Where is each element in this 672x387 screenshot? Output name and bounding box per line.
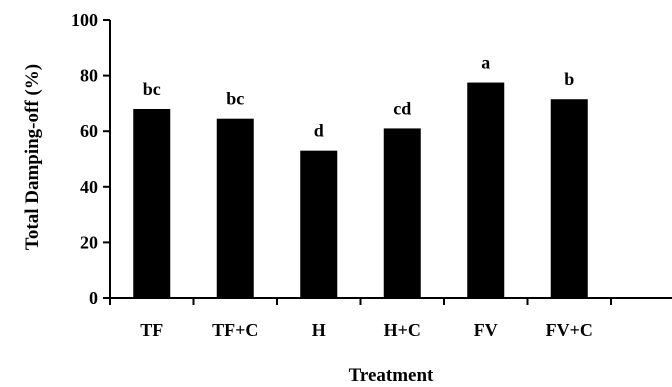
bar-h <box>300 150 338 298</box>
x-tick-label: TF <box>140 320 163 340</box>
bar-fv <box>467 82 505 298</box>
significance-letter: d <box>314 121 324 141</box>
x-tick-label: H+C <box>384 320 421 340</box>
bars <box>133 82 588 299</box>
y-tick-label: 60 <box>80 121 98 141</box>
bar-tf-plus-c <box>216 118 254 298</box>
x-tick-label: TF+C <box>212 320 258 340</box>
significance-letter: bc <box>143 79 161 99</box>
x-tick-label: FV <box>474 320 498 340</box>
x-tick-label: H <box>312 320 326 340</box>
bar-h-plus-c <box>383 128 421 298</box>
x-axis-label: Treatment <box>349 365 434 386</box>
y-tick-label: 20 <box>80 232 98 252</box>
significance-letter: bc <box>226 89 244 109</box>
y-tick-label: 0 <box>89 288 98 308</box>
x-tick-label: FV+C <box>546 320 593 340</box>
significance-letter: b <box>564 69 574 89</box>
bar-tf <box>133 108 171 299</box>
x-axis: TF TF+C H H+C FV FV+C <box>109 297 672 340</box>
y-axis: 0 20 40 60 80 100 <box>71 10 111 308</box>
y-axis-label: Total Damping-off (%) <box>22 64 43 250</box>
significance-letters: bc bc d cd a b <box>143 53 575 141</box>
y-tick-label: 40 <box>80 177 98 197</box>
y-tick-label: 100 <box>71 10 98 30</box>
significance-letter: cd <box>393 98 411 118</box>
y-tick-label: 80 <box>80 66 98 86</box>
significance-letter: a <box>481 53 490 73</box>
bar-fv-plus-c <box>550 99 588 298</box>
